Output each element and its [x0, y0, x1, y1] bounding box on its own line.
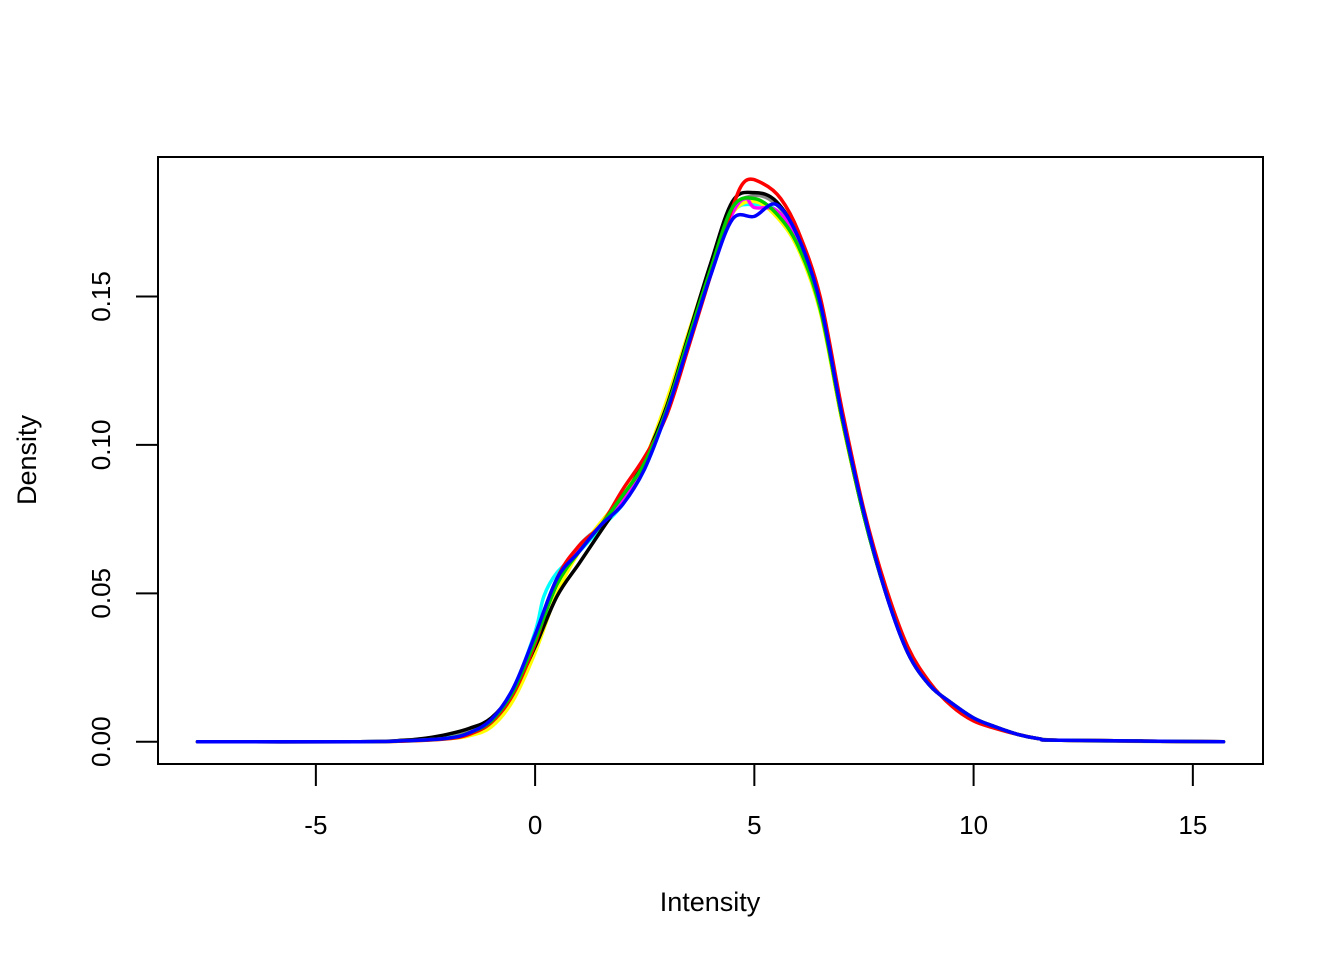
x-axis: -5 0 5 10 15	[304, 763, 1207, 840]
y-axis-title: Density	[12, 414, 42, 505]
x-tick-label: -5	[304, 810, 327, 840]
x-tick-label: 10	[959, 810, 988, 840]
y-axis: 0.00 0.05 0.10 0.15	[86, 271, 159, 767]
x-tick-label: 5	[747, 810, 761, 840]
x-axis-title: Intensity	[660, 887, 761, 917]
y-tick-label: 0.00	[86, 716, 116, 767]
y-tick-label: 0.15	[86, 271, 116, 322]
x-tick-label: 0	[528, 810, 542, 840]
y-tick-label: 0.10	[86, 420, 116, 471]
series-layer	[195, 177, 1226, 744]
series-line-8	[195, 202, 1226, 744]
y-tick-label: 0.05	[86, 568, 116, 619]
x-tick-label: 15	[1178, 810, 1207, 840]
